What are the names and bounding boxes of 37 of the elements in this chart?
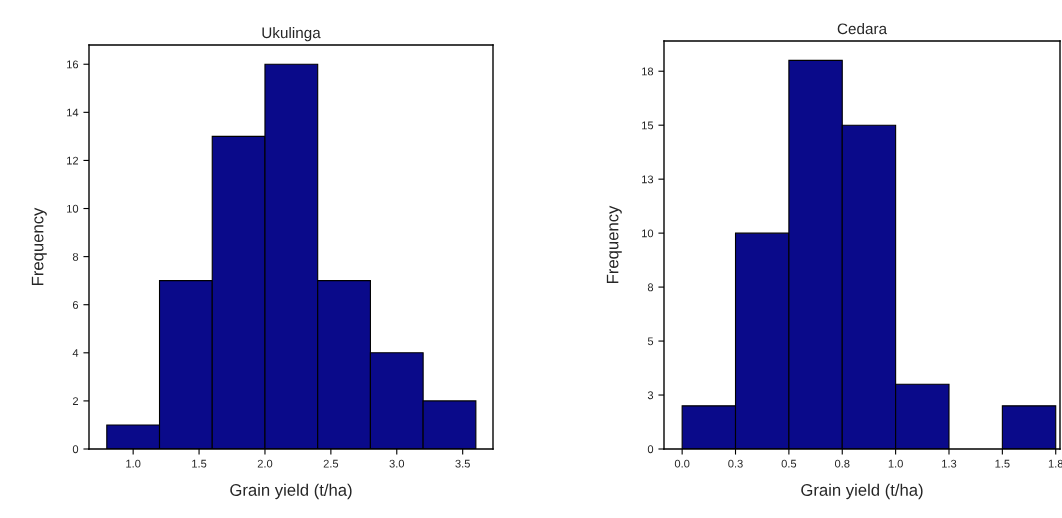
y-tick-label: 3 <box>647 391 654 400</box>
x-tick-label: 2.0 <box>257 459 273 468</box>
x-tick-label: 0.3 <box>728 459 743 468</box>
y-tick-label: 5 <box>647 337 654 346</box>
y-tick-label: 13 <box>642 175 654 184</box>
y-tick-label: 14 <box>67 108 79 117</box>
x-tick-label: 3.5 <box>455 459 470 468</box>
y-tick-label: 2 <box>72 397 79 405</box>
x-tick-label: 0.8 <box>834 459 850 468</box>
x-axis-title: Grain yield (t/ha) <box>230 483 352 500</box>
y-tick-label: 8 <box>72 252 79 261</box>
y-tick-label: 0 <box>72 445 79 454</box>
x-tick-label: 1.3 <box>942 459 957 468</box>
y-tick-label: 8 <box>647 283 654 292</box>
y-tick-label: 10 <box>642 229 654 238</box>
y-axis-title: Frequency <box>31 207 47 285</box>
x-axis-title: Grain yield (t/ha) <box>801 483 923 500</box>
y-tick-label: 18 <box>642 67 654 76</box>
y-axis-title: Frequency <box>606 205 622 283</box>
y-tick-label: 0 <box>647 445 654 454</box>
x-tick-label: 1.8 <box>1048 459 1062 468</box>
x-tick-label: 1.5 <box>192 459 207 468</box>
y-tick-label: 12 <box>67 156 79 165</box>
x-tick-label: 0.5 <box>781 459 797 468</box>
x-tick-label: 0.0 <box>674 459 690 468</box>
x-tick-label: 3.0 <box>389 459 405 468</box>
y-tick-label: 10 <box>67 204 79 213</box>
x-tick-label: 2.5 <box>323 459 339 468</box>
chart-title: Ukulinga <box>262 26 321 42</box>
x-tick-label: 1.5 <box>995 459 1010 468</box>
y-tick-label: 16 <box>67 60 79 69</box>
x-tick-label: 1.0 <box>888 459 903 468</box>
chart-title: Cedara <box>837 22 888 35</box>
y-tick-label: 6 <box>72 300 79 309</box>
x-tick-label: 1.0 <box>126 459 141 468</box>
y-tick-label: 15 <box>642 121 654 130</box>
y-tick-label: 4 <box>72 349 79 357</box>
